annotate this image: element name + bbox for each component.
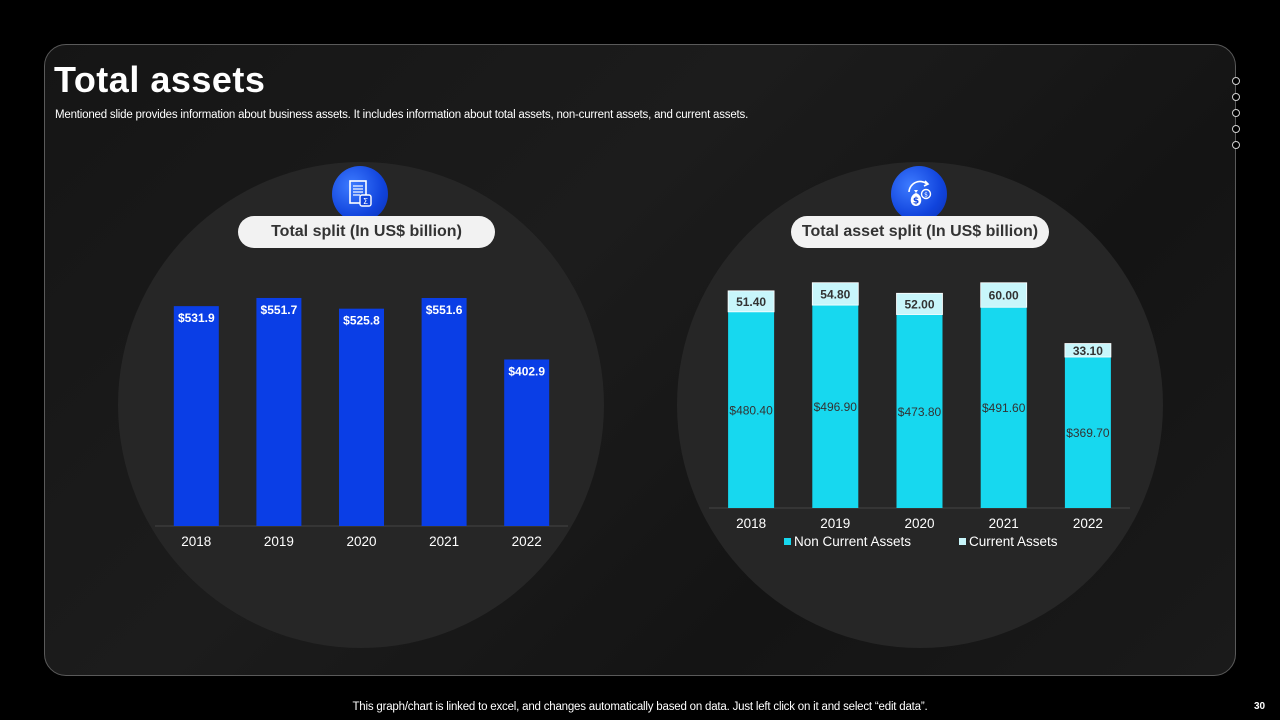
bar-segment-non-current-2018 [728,311,775,508]
bar-2020 [339,308,384,526]
data-label-current-2021: 60.00 [989,289,1019,303]
bar-2022 [504,359,550,526]
nav-dot[interactable] [1232,141,1240,149]
data-label-current-2022: 33.10 [1073,344,1103,358]
x-tick-label-2021: 2021 [429,534,459,549]
data-label-current-2020: 52.00 [904,297,934,311]
footer-note: This graph/chart is linked to excel, and… [352,701,928,713]
data-label-non-current-2021: $491.60 [982,401,1026,415]
right-chart-title: Total asset split (In US$ billion) [791,216,1049,248]
x-tick-label-2019: 2019 [820,516,850,531]
x-tick-label-2020: 2020 [904,516,934,531]
data-label-non-current-2018: $480.40 [729,403,773,417]
data-label-2018: $531.9 [178,311,215,325]
svg-text:$: $ [913,197,919,207]
bar-segment-non-current-2019 [812,305,859,508]
nav-dot[interactable] [1232,93,1240,101]
ledger-calculator-icon: Σ [332,166,388,222]
page-title: Total assets [54,59,266,100]
legend-label-non-current: Non Current Assets [794,534,911,549]
x-tick-label-2019: 2019 [264,534,294,549]
bar-segment-non-current-2020 [896,314,943,508]
bar-segment-current-2018 [727,290,775,313]
x-tick-label-2021: 2021 [989,516,1019,531]
data-label-2020: $525.8 [343,314,380,328]
bar-segment-non-current-2021 [980,307,1027,508]
legend-swatch-current [959,538,966,545]
nav-dot[interactable] [1232,109,1240,117]
data-label-2019: $551.7 [261,303,298,317]
bar-segment-current-2020 [896,292,943,315]
page-number: 30 [1254,701,1266,712]
nav-dot[interactable] [1232,125,1240,133]
bar-2018 [173,306,219,526]
data-label-2022: $402.9 [508,364,545,378]
bar-segment-current-2021 [980,282,1028,308]
x-tick-label-2022: 2022 [1073,516,1103,531]
data-label-non-current-2022: $369.70 [1066,426,1110,440]
x-tick-label-2022: 2022 [512,534,542,549]
x-tick-label-2020: 2020 [346,534,376,549]
data-label-non-current-2019: $496.90 [814,400,858,414]
slide-subtitle: Mentioned slide provides information abo… [55,109,749,121]
bar-2019 [256,297,302,526]
x-tick-label-2018: 2018 [736,516,766,531]
data-label-non-current-2020: $473.80 [898,405,942,419]
nav-dot[interactable] [1232,77,1240,85]
svg-text:$: $ [924,192,928,199]
legend-swatch-non-current [784,538,791,545]
data-label-current-2018: 51.40 [736,295,766,309]
bar-segment-current-2019 [811,282,859,306]
legend-label-current: Current Assets [969,534,1058,549]
bar-segment-non-current-2022 [1064,357,1111,508]
x-tick-label-2018: 2018 [181,534,211,549]
money-bag-cycle-icon: $ $ [891,166,947,222]
svg-text:Σ: Σ [363,197,368,206]
bar-segment-current-2022 [1064,343,1112,358]
left-chart-title: Total split (In US$ billion) [238,216,495,248]
data-label-2021: $551.6 [426,303,463,317]
data-label-current-2019: 54.80 [820,287,850,301]
bar-2021 [421,298,467,526]
